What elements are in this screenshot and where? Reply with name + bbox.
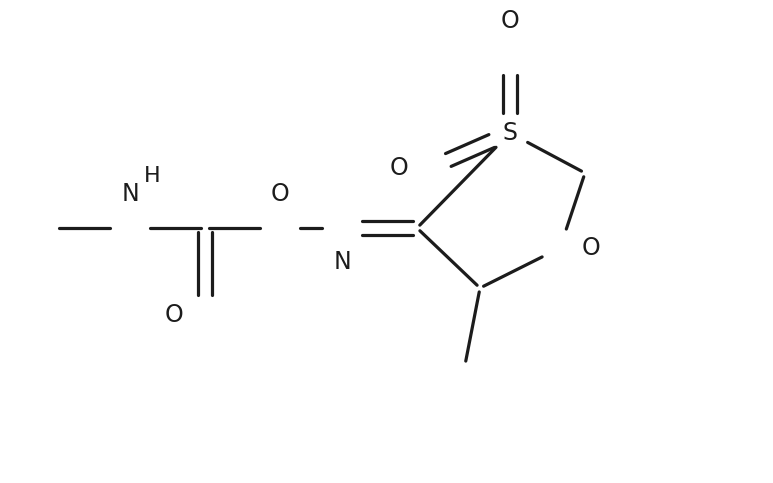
- Text: O: O: [501, 9, 519, 33]
- Text: O: O: [271, 182, 289, 206]
- Text: S: S: [502, 121, 517, 145]
- Text: O: O: [164, 303, 183, 327]
- Text: O: O: [582, 236, 601, 260]
- Text: N: N: [333, 250, 351, 274]
- Text: H: H: [144, 166, 161, 186]
- Text: N: N: [121, 182, 139, 206]
- Text: O: O: [390, 156, 408, 180]
